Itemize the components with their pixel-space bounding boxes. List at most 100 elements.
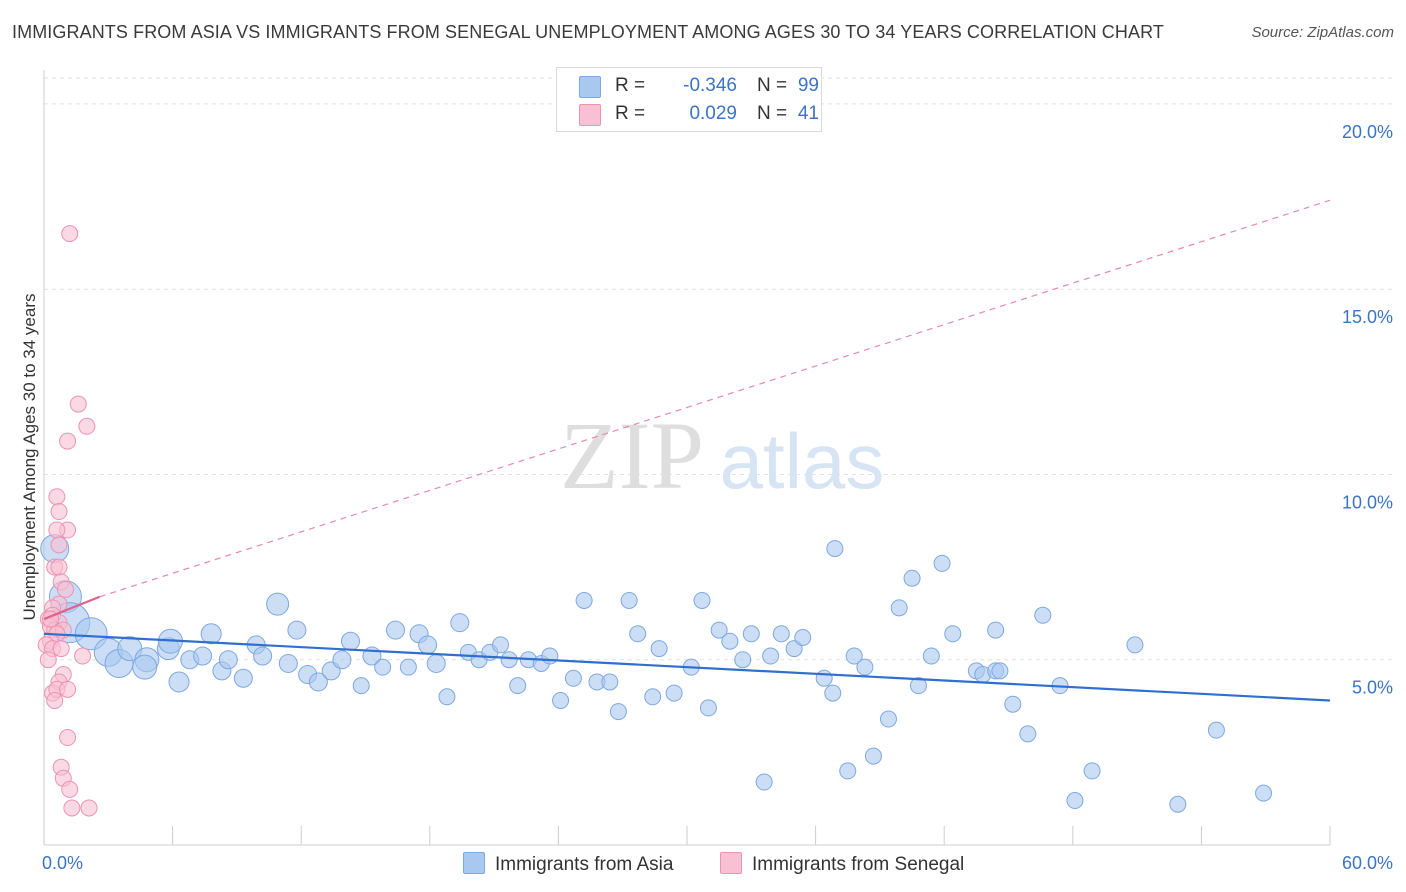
asia-point	[564, 669, 582, 687]
asia-point	[890, 599, 908, 617]
asia-point	[509, 677, 527, 695]
asia-point	[399, 658, 417, 676]
senegal-point	[48, 488, 66, 506]
asia-point	[1019, 725, 1037, 743]
legend-swatch-asia	[579, 76, 601, 98]
asia-point	[200, 623, 222, 645]
senegal-point	[74, 647, 92, 665]
asia-point	[826, 540, 844, 558]
senegal-trend-line-extended	[99, 199, 1331, 598]
asia-point	[620, 591, 638, 609]
asia-point	[1126, 636, 1144, 654]
x-tick-label: 60.0%	[1342, 853, 1393, 873]
senegal-point	[59, 432, 77, 450]
asia-point	[609, 703, 627, 721]
senegal-point	[50, 503, 68, 521]
y-tick-label: 10.0%	[1342, 492, 1393, 512]
asia-point	[233, 668, 253, 688]
legend-item-senegal[interactable]: Immigrants from Senegal	[720, 852, 964, 876]
asia-point	[909, 677, 927, 695]
asia-point	[1255, 784, 1273, 802]
asia-trend-line	[43, 632, 1331, 702]
asia-point	[864, 747, 882, 765]
senegal-point	[39, 651, 57, 669]
axes	[43, 70, 1331, 846]
trend-lines	[43, 199, 1331, 702]
watermark: ZIP atlas	[560, 402, 884, 509]
asia-point	[1207, 721, 1225, 739]
chart-title: IMMIGRANTS FROM ASIA VS IMMIGRANTS FROM …	[12, 22, 1164, 42]
asia-point	[352, 677, 370, 695]
asia-point	[132, 654, 158, 680]
y-tick-label: 15.0%	[1342, 307, 1393, 327]
asia-point	[933, 554, 951, 572]
y-tick-label: 5.0%	[1352, 678, 1393, 698]
senegal-point	[59, 680, 77, 698]
asia-point	[845, 647, 863, 665]
asia-point	[308, 672, 328, 692]
senegal-point	[46, 691, 64, 709]
legend-swatch-asia	[463, 852, 485, 874]
asia-point	[772, 625, 790, 643]
asia-point	[1034, 606, 1052, 624]
asia-point	[575, 591, 593, 609]
asia-point	[278, 653, 298, 673]
y-tick-labels: 5.0% 10.0% 15.0% 20.0%	[1342, 122, 1393, 698]
asia-point	[340, 631, 360, 651]
legend-item-asia[interactable]: Immigrants from Asia	[463, 852, 673, 876]
x-tick-labels: 0.0% 60.0%	[42, 853, 1393, 873]
asia-point	[218, 650, 238, 670]
legend-r-label: R =	[615, 75, 646, 96]
senegal-point	[52, 640, 70, 658]
asia-point	[710, 621, 728, 639]
asia-point	[552, 691, 570, 709]
senegal-point	[63, 799, 81, 817]
asia-point	[734, 651, 752, 669]
asia-point	[500, 651, 518, 669]
asia-point	[839, 762, 857, 780]
legend-n-label: N =	[757, 75, 788, 96]
asia-point	[665, 684, 683, 702]
asia-point	[755, 773, 773, 791]
senegal-point	[59, 729, 77, 747]
asia-point	[794, 629, 812, 647]
legend-label-asia: Immigrants from Asia	[495, 854, 674, 875]
asia-point	[922, 647, 940, 665]
asia-point	[1066, 792, 1084, 810]
asia-point	[856, 658, 874, 676]
asia-point	[332, 650, 352, 670]
asia-point	[1083, 762, 1101, 780]
asia-point	[1169, 795, 1187, 813]
y-tick-label: 20.0%	[1342, 122, 1393, 142]
asia-point	[903, 569, 921, 587]
senegal-point	[56, 580, 74, 598]
correlation-legend: R = -0.346 N = 99 R = 0.029 N = 41	[556, 67, 822, 132]
asia-point	[541, 647, 559, 665]
watermark-zip: ZIP	[560, 402, 704, 509]
senegal-point	[61, 225, 79, 243]
asia-point	[438, 688, 456, 706]
asia-point	[944, 625, 962, 643]
legend-r-label: R =	[615, 103, 646, 124]
senegal-point	[80, 799, 98, 817]
asia-point	[374, 658, 392, 676]
legend-swatch-senegal	[579, 104, 601, 126]
senegal-point	[48, 521, 66, 539]
legend-r-value: 0.029	[689, 103, 737, 124]
legend-n-value: 99	[797, 75, 819, 96]
senegal-point	[50, 558, 68, 576]
asia-point	[253, 646, 273, 666]
asia-point	[693, 591, 711, 609]
data-points	[37, 225, 1273, 817]
asia-point	[266, 592, 290, 616]
asia-point	[450, 613, 470, 633]
senegal-point	[78, 417, 96, 435]
senegal-trend-line	[43, 595, 101, 620]
asia-point	[386, 620, 406, 640]
asia-point	[426, 653, 446, 673]
asia-point	[742, 625, 760, 643]
legend-n-value: 41	[797, 103, 819, 124]
asia-point	[762, 647, 780, 665]
asia-point	[644, 688, 662, 706]
legend-swatch-senegal	[720, 852, 742, 874]
